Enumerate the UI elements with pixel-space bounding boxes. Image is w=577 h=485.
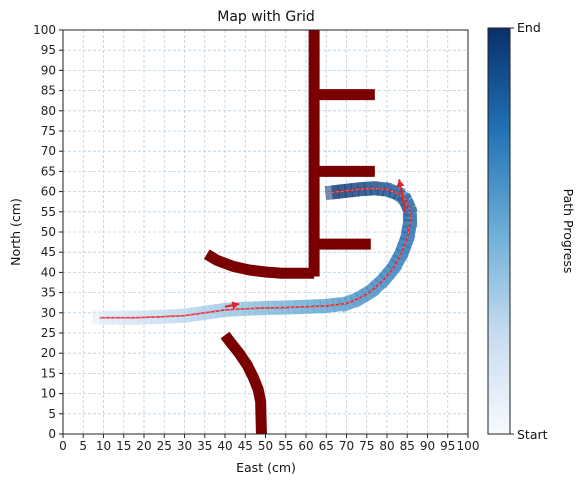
x-tick-label: 0 — [59, 439, 67, 453]
colorbar-end-label: End — [517, 20, 541, 35]
colorbar: End Start Path Progress — [487, 20, 576, 442]
x-tick-label: 25 — [157, 439, 172, 453]
x-tick-label: 95 — [440, 439, 455, 453]
y-tick-label: 95 — [41, 43, 56, 57]
plot-area — [62, 29, 469, 435]
x-tick-label: 20 — [136, 439, 151, 453]
y-tick-label: 80 — [41, 104, 56, 118]
x-tick-label: 60 — [298, 439, 313, 453]
x-tick-label: 90 — [420, 439, 435, 453]
y-tick-label: 0 — [48, 427, 56, 441]
colorbar-title: Path Progress — [561, 189, 576, 274]
x-tick-label: 5 — [79, 439, 87, 453]
y-tick-label: 5 — [48, 407, 56, 421]
y-tick-label: 60 — [41, 185, 56, 199]
y-tick-label: 85 — [41, 84, 56, 98]
y-tick-label: 45 — [41, 245, 56, 259]
y-tick-label: 30 — [41, 306, 56, 320]
x-tick-label: 100 — [457, 439, 480, 453]
direction-arrow-head — [231, 301, 240, 310]
x-tick-label: 80 — [379, 439, 394, 453]
chart-title: Map with Grid — [217, 9, 315, 25]
x-tick-label: 70 — [339, 439, 354, 453]
y-axis-ticks: 0 5 10 15 20 25 30 35 40 45 50 55 60 65 70 75 80 85 90 95 10… — [33, 23, 63, 441]
colorbar-start-label: Start — [517, 427, 548, 442]
y-tick-label: 15 — [41, 366, 56, 380]
y-tick-label: 65 — [41, 164, 56, 178]
y-tick-label: 75 — [41, 124, 56, 138]
x-axis-ticks: 0 5 10 15 20 25 30 35 40 45 50 55 60 65 70 75 80 85 90 95 10… — [59, 434, 479, 453]
y-tick-label: 70 — [41, 144, 56, 158]
obstacle-wall — [220, 331, 267, 435]
y-tick-label: 25 — [41, 326, 56, 340]
x-tick-label: 15 — [116, 439, 131, 453]
x-tick-label: 75 — [359, 439, 374, 453]
direction-arrow-head — [396, 179, 405, 188]
x-tick-label: 45 — [238, 439, 253, 453]
x-tick-label: 50 — [258, 439, 273, 453]
y-axis-label: North (cm) — [8, 198, 23, 266]
x-axis-label: East (cm) — [236, 460, 296, 475]
direction-arrows — [224, 179, 407, 310]
y-tick-label: 35 — [41, 286, 56, 300]
y-tick-label: 40 — [41, 265, 56, 279]
colorbar-gradient — [487, 27, 511, 435]
x-tick-label: 85 — [400, 439, 415, 453]
x-tick-label: 65 — [319, 439, 334, 453]
y-tick-label: 90 — [41, 63, 56, 77]
obstacle-wall — [203, 249, 315, 279]
path-line — [99, 187, 411, 319]
x-tick-label: 10 — [96, 439, 111, 453]
x-tick-label: 40 — [217, 439, 232, 453]
x-tick-label: 35 — [197, 439, 212, 453]
obstacles — [203, 30, 375, 435]
y-tick-label: 55 — [41, 205, 56, 219]
y-tick-label: 20 — [41, 346, 56, 360]
y-tick-label: 100 — [33, 23, 56, 37]
y-tick-label: 10 — [41, 387, 56, 401]
y-tick-label: 50 — [41, 225, 56, 239]
x-tick-label: 30 — [177, 439, 192, 453]
x-tick-label: 55 — [278, 439, 293, 453]
path-trajectory-dash — [99, 188, 411, 318]
